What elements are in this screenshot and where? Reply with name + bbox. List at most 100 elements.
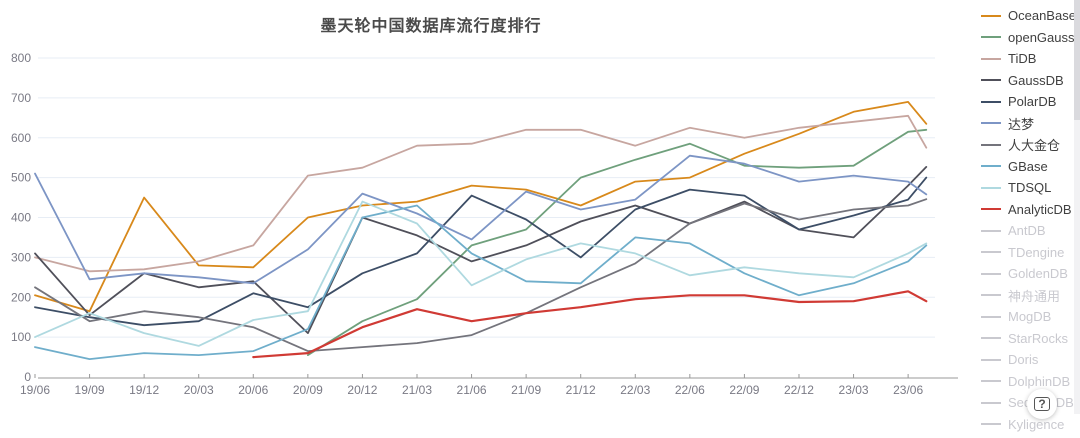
legend-label: StarRocks [1008,330,1068,346]
legend-item-DolphinDB[interactable]: DolphinDB [981,374,1077,389]
legend-item-AntDB[interactable]: AntDB [981,223,1077,238]
legend-item-Doris[interactable]: Doris [981,352,1077,367]
legend-label: AntDB [1008,223,1046,238]
legend-label: GaussDB [1008,72,1064,88]
legend-swatch-icon [981,380,1001,382]
legend-label: PolarDB [1008,94,1057,109]
svg-text:20/03: 20/03 [184,383,214,397]
legend-item-Kyligence[interactable]: Kyligence [981,417,1077,432]
legend-label: Doris [1008,352,1039,367]
svg-text:23/03: 23/03 [839,383,869,397]
series-line-OceanBase [34,101,928,313]
legend-swatch-icon [981,423,1001,425]
svg-text:100: 100 [11,330,31,344]
legend-item-PolarDB[interactable]: PolarDB [981,94,1077,109]
svg-text:22/12: 22/12 [784,383,814,397]
legend-item-OceanBase[interactable]: OceanBase [981,8,1077,23]
y-axis-labels: 0 100 200 300 400 500 600 700 800 [11,51,31,384]
legend-label: DolphinDB [1008,373,1071,389]
legend-item-TDengine[interactable]: TDengine [981,245,1077,260]
legend-item-人大金仓[interactable]: 人大金仓 [981,137,1077,153]
legend-label: openGauss [1008,29,1075,45]
svg-text:22/03: 22/03 [620,383,650,397]
series-line-AnalyticDB [252,290,928,359]
svg-text:400: 400 [11,211,31,225]
svg-text:21/09: 21/09 [511,383,541,397]
series-line-TDSQL [34,200,928,347]
svg-text:21/06: 21/06 [457,383,487,397]
legend-swatch-icon [981,57,1001,60]
legend-swatch-icon [981,122,1001,124]
legend-swatch-icon [981,14,1001,17]
legend-swatch-icon [981,100,1001,103]
svg-text:19/12: 19/12 [129,383,159,397]
legend-swatch-icon [981,36,1001,38]
svg-text:21/12: 21/12 [566,383,596,397]
x-axis: 19/06 19/09 19/12 20/03 20/06 20/09 20/12 21/03… [20,374,958,397]
legend-swatch-icon [981,315,1001,318]
legend-item-AnalyticDB[interactable]: AnalyticDB [981,202,1077,217]
svg-text:23/06: 23/06 [893,383,923,397]
svg-text:20/09: 20/09 [293,383,323,397]
legend-item-TDSQL[interactable]: TDSQL [981,180,1077,195]
svg-text:22/06: 22/06 [675,383,705,397]
legend-item-StarRocks[interactable]: StarRocks [981,331,1077,346]
legend-swatch-icon [981,272,1001,275]
legend-swatch-icon [981,337,1001,339]
legend-swatch-icon [981,165,1001,167]
legend-item-MogDB[interactable]: MogDB [981,309,1077,324]
svg-text:300: 300 [11,250,31,264]
legend-item-GoldenDB[interactable]: GoldenDB [981,266,1077,281]
legend-label: TDengine [1008,244,1065,260]
legend: OceanBase openGauss TiDB GaussDB PolarDB 达梦人大… [981,8,1077,438]
series-line-GBase [34,204,928,361]
question-mark-icon: ? [1034,397,1050,411]
legend-label: GBase [1008,158,1048,174]
legend-item-GaussDB[interactable]: GaussDB [981,73,1077,88]
legend-item-神舟通用[interactable]: 神舟通用 [981,288,1077,304]
legend-swatch-icon [981,186,1001,189]
legend-item-达梦[interactable]: 达梦 [981,116,1077,132]
svg-text:21/03: 21/03 [402,383,432,397]
svg-text:800: 800 [11,51,31,65]
legend-label: MogDB [1008,309,1052,324]
series-line-GaussDB [34,165,928,335]
svg-text:19/06: 19/06 [20,383,50,397]
series-lines [34,101,928,361]
legend-swatch-icon [981,79,1001,81]
svg-text:20/06: 20/06 [238,383,268,397]
svg-text:19/09: 19/09 [75,383,105,397]
legend-swatch-icon [981,229,1001,232]
legend-swatch-icon [981,358,1001,361]
svg-text:200: 200 [11,290,31,304]
svg-text:22/09: 22/09 [729,383,759,397]
legend-item-TiDB[interactable]: TiDB [981,51,1077,66]
svg-text:500: 500 [11,171,31,185]
svg-text:20/12: 20/12 [347,383,377,397]
series-line-人大金仓 [34,198,928,353]
scrollbar[interactable] [1074,0,1080,414]
series-line-TiDB [34,114,928,273]
series-line-达梦 [34,154,928,285]
help-button[interactable]: ? [1027,389,1057,419]
svg-text:700: 700 [11,91,31,105]
legend-swatch-icon [981,143,1001,146]
legend-item-openGauss[interactable]: openGauss [981,30,1077,45]
scrollbar-thumb[interactable] [1074,0,1080,120]
legend-label: OceanBase [1008,8,1076,23]
legend-swatch-icon [981,294,1001,296]
legend-item-GBase[interactable]: GBase [981,159,1077,174]
legend-swatch-icon [981,208,1001,210]
legend-label: TDSQL [1008,180,1052,195]
legend-label: TiDB [1008,51,1037,66]
series-line-PolarDB [34,176,928,327]
legend-label: AnalyticDB [1008,201,1072,217]
chart-title: 墨天轮中国数据库流行度排行 [320,18,542,35]
series-line-openGauss [306,128,928,357]
svg-text:600: 600 [11,131,31,145]
legend-label: 神舟通用 [1008,288,1061,304]
legend-label: 人大金仓 [1008,138,1061,153]
legend-label: GoldenDB [1008,266,1068,281]
chart-plot[interactable]: 0 100 200 300 400 500 600 700 800 19/06 19/09 19/1… [0,0,1080,414]
